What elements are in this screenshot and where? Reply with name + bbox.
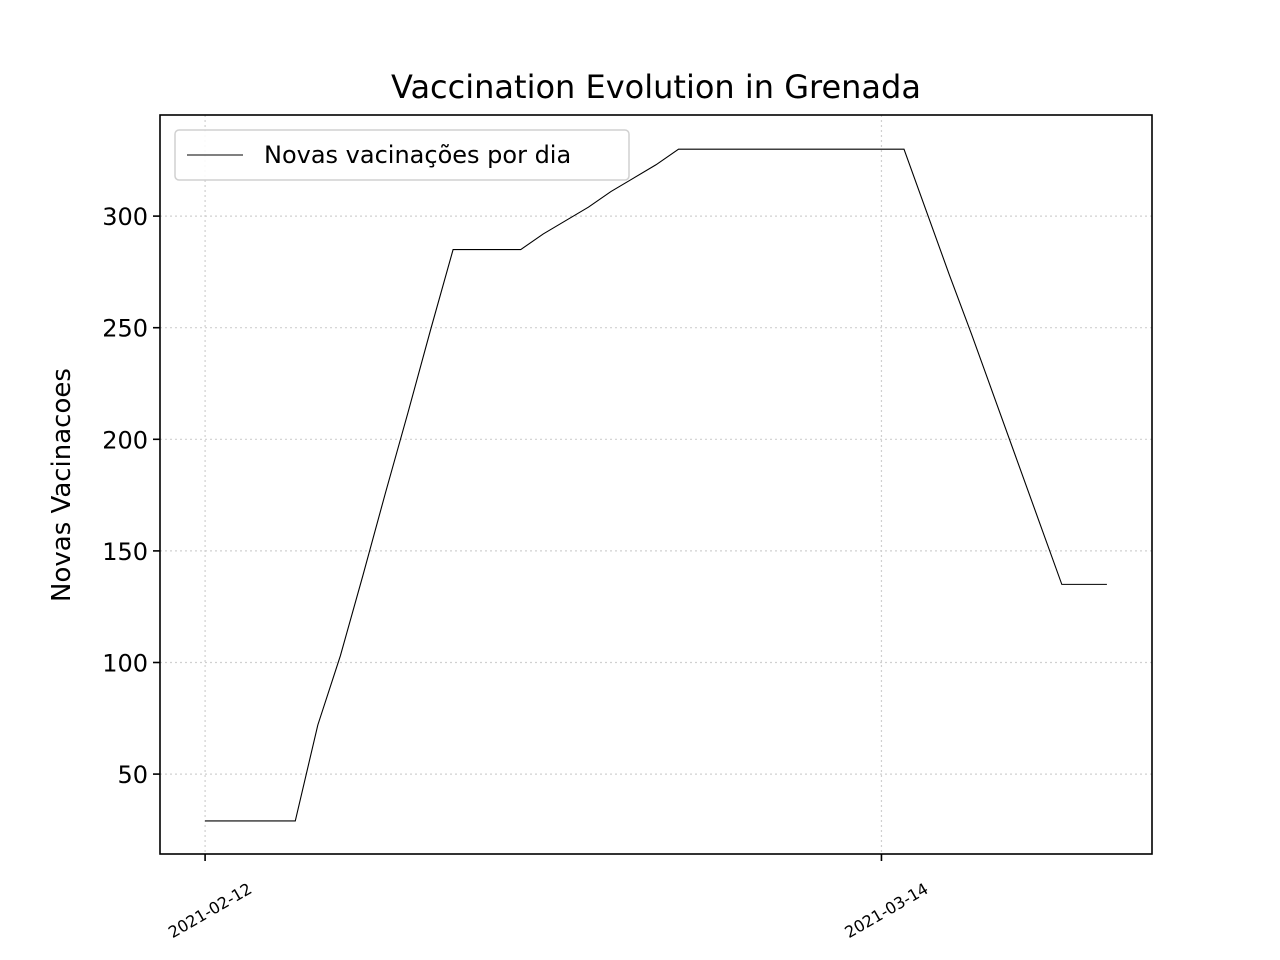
y-tick-label: 100 <box>102 649 148 677</box>
y-tick-label: 250 <box>102 315 148 343</box>
x-tick-label: 2021-02-12 <box>165 879 255 942</box>
y-axis-label: Novas Vacinacoes <box>47 368 77 602</box>
y-tick-label: 150 <box>102 538 148 566</box>
x-tick-label: 2021-03-14 <box>841 879 931 942</box>
legend-box <box>174 129 630 181</box>
plot-frame <box>159 114 1153 855</box>
y-tick-label: 200 <box>102 426 148 454</box>
y-tick-label: 50 <box>117 761 148 789</box>
y-tick-label: 300 <box>102 203 148 231</box>
chart-title: Vaccination Evolution in Grenada <box>391 68 921 106</box>
legend-label: Novas vacinações por dia <box>264 141 571 169</box>
data-line <box>205 148 1107 822</box>
